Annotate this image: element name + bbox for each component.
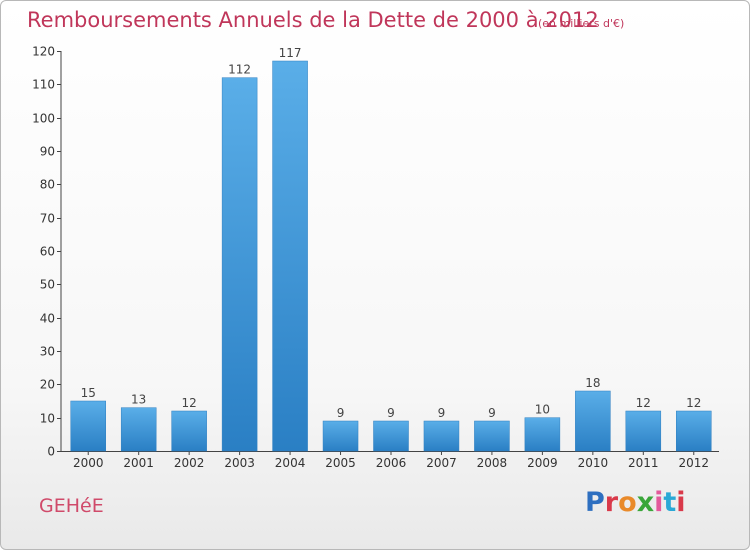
logo-letter: i xyxy=(676,487,686,518)
x-tick-label: 2008 xyxy=(477,456,508,470)
bar-2003 xyxy=(221,77,258,452)
proxiti-logo: Proxiti xyxy=(585,487,686,518)
bar-2005 xyxy=(322,420,359,452)
chart-title: Remboursements Annuels de la Dette de 20… xyxy=(27,8,599,32)
x-tick-label: 2012 xyxy=(678,456,709,470)
data-label: 10 xyxy=(535,403,550,417)
bar-2006 xyxy=(373,420,409,452)
bar-2000 xyxy=(70,400,106,452)
data-label: 12 xyxy=(686,396,701,410)
y-tick-label: 70 xyxy=(40,212,55,226)
logo-letter: x xyxy=(636,487,655,518)
x-tick-label: 2001 xyxy=(123,456,154,470)
logo-letter: r xyxy=(604,487,619,518)
bar-2010 xyxy=(575,390,611,452)
y-tick-label: 100 xyxy=(32,112,55,126)
data-label: 15 xyxy=(81,386,96,400)
bar-2011 xyxy=(625,410,662,452)
data-label: 12 xyxy=(182,396,197,410)
y-tick-label: 120 xyxy=(32,45,55,59)
y-tick-label: 30 xyxy=(40,345,55,359)
x-tick-label: 2009 xyxy=(527,456,558,470)
x-tick-label: 2000 xyxy=(73,456,104,470)
x-tick-label: 2007 xyxy=(426,456,457,470)
y-tick-label: 110 xyxy=(32,78,55,92)
bar-2009 xyxy=(524,417,561,452)
y-tick-label: 10 xyxy=(40,412,55,426)
x-tick-label: 2002 xyxy=(174,456,205,470)
logo-letter: i xyxy=(654,487,664,518)
bar-2004 xyxy=(272,60,308,452)
logo-letter: t xyxy=(663,487,677,518)
bar-2002 xyxy=(171,410,207,452)
x-tick-label: 2005 xyxy=(325,456,356,470)
x-tick-label: 2006 xyxy=(376,456,407,470)
y-tick-label: 0 xyxy=(47,445,55,459)
data-label: 9 xyxy=(387,406,395,420)
data-label: 9 xyxy=(337,406,345,420)
bar-2007 xyxy=(423,420,460,452)
y-tick-label: 80 xyxy=(40,178,55,192)
y-tick-label: 40 xyxy=(40,312,55,326)
y-tick-label: 20 xyxy=(40,378,55,392)
y-tick-label: 50 xyxy=(40,278,55,292)
bar-2008 xyxy=(474,420,510,452)
y-tick-label: 60 xyxy=(40,245,55,259)
logo-letter: P xyxy=(585,487,605,518)
chart-subtitle: (en milliers d'€) xyxy=(538,17,625,30)
x-tick-label: 2003 xyxy=(224,456,255,470)
bar-2001 xyxy=(120,407,157,452)
x-tick-label: 2011 xyxy=(628,456,659,470)
data-label: 112 xyxy=(228,63,251,77)
data-label: 9 xyxy=(438,406,446,420)
x-tick-label: 2004 xyxy=(275,456,306,470)
data-label: 18 xyxy=(585,376,600,390)
data-label: 13 xyxy=(131,393,146,407)
data-label: 117 xyxy=(279,46,302,60)
logo-letter: o xyxy=(618,487,637,518)
y-tick-label: 90 xyxy=(40,145,55,159)
x-tick-label: 2010 xyxy=(578,456,609,470)
data-label: 12 xyxy=(636,396,651,410)
commune-name: GEHéE xyxy=(39,495,104,517)
bar-2012 xyxy=(676,410,712,452)
data-label: 9 xyxy=(488,406,496,420)
